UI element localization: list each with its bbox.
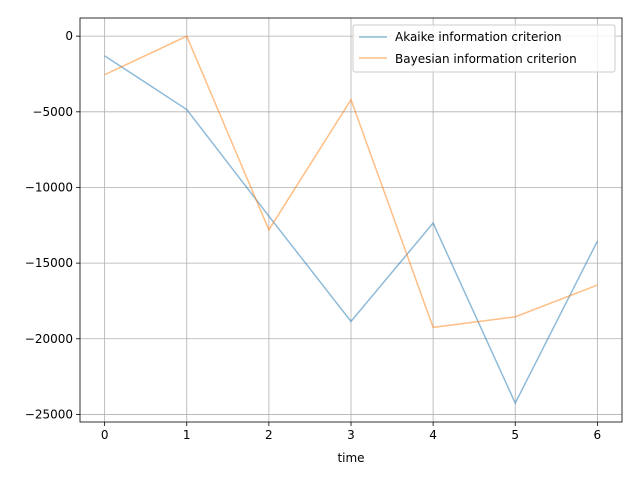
x-tick-label: 3	[347, 428, 355, 442]
y-tick-label: −20000	[25, 332, 73, 346]
y-tick-label: −15000	[25, 256, 73, 270]
y-axis-ticks: 0 −5000 −10000 −15000 −20000 −25000	[25, 29, 80, 421]
x-tick-label: 1	[183, 428, 191, 442]
legend-box	[352, 24, 616, 73]
legend-label-bayesian: Bayesian information criterion	[395, 52, 577, 66]
y-tick-label: −5000	[32, 105, 73, 119]
x-tick-label: 4	[429, 428, 437, 442]
series-line-bayesian	[104, 35, 598, 329]
series-line-akaike	[104, 55, 599, 405]
x-tick-label: 2	[265, 428, 273, 442]
x-axis-label: time	[337, 451, 364, 465]
x-tick-label: 5	[511, 428, 519, 442]
series-lines	[104, 35, 599, 405]
legend-label-akaike: Akaike information criterion	[395, 30, 562, 44]
x-tick-label: 6	[594, 428, 602, 442]
gridlines	[80, 18, 622, 422]
x-tick-label: 0	[101, 428, 109, 442]
y-tick-label: −10000	[25, 180, 73, 194]
y-tick-label: 0	[65, 29, 73, 43]
legend: Akaike information criterion Bayesian in…	[352, 24, 616, 73]
x-axis-ticks: 0 1 2 3 4 5 6	[101, 422, 601, 442]
y-tick-label: −25000	[25, 407, 73, 421]
